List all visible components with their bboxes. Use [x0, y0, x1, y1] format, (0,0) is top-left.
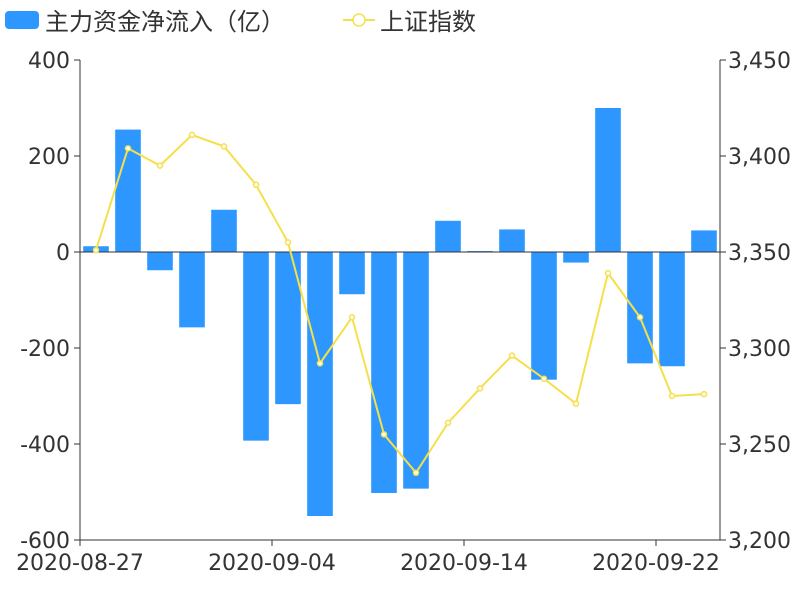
index-point: [604, 269, 612, 277]
index-point: [668, 392, 676, 400]
legend-bar-label: 主力资金净流入（亿）: [45, 8, 285, 36]
y-left-tick-label: 400: [28, 49, 70, 74]
y-right-tick-label: 3,400: [728, 145, 791, 170]
index-point: [636, 314, 644, 321]
y-left-tick-label: -400: [20, 433, 70, 458]
index-point: [476, 385, 484, 392]
y-left-tick-label: 0: [56, 241, 70, 266]
y-left-tick-label: 200: [28, 145, 70, 170]
bar: [371, 252, 397, 493]
legend: 主力资金净流入（亿） 上证指数: [5, 8, 476, 36]
y-left-tick-label: -600: [20, 529, 70, 554]
bar: [563, 252, 589, 263]
y-right-tick-label: 3,200: [728, 529, 791, 554]
x-tick-label: 2020-09-04: [208, 551, 336, 576]
index-point: [284, 239, 292, 246]
y-right-tick-label: 3,350: [728, 241, 791, 266]
x-tick-label: 2020-09-14: [400, 551, 528, 576]
index-point: [444, 419, 452, 427]
bar: [435, 220, 461, 252]
legend-line-label: 上证指数: [380, 8, 476, 36]
index-point: [412, 469, 420, 477]
bar: [339, 252, 365, 295]
bar: [627, 252, 653, 364]
bar: [659, 252, 685, 367]
index-point: [380, 431, 388, 438]
bar: [531, 252, 557, 380]
x-tick-label: 2020-09-22: [592, 551, 720, 576]
bar: [403, 252, 429, 489]
index-point: [124, 145, 132, 152]
bar: [595, 108, 621, 252]
index-point: [316, 360, 324, 367]
index-point: [348, 314, 356, 321]
index-point: [92, 246, 100, 254]
index-point: [508, 352, 516, 359]
index-point: [252, 181, 260, 189]
bar: [691, 230, 717, 252]
index-line: [95, 133, 705, 475]
index-point: [188, 131, 196, 139]
bar: [179, 252, 205, 328]
y-right-tick-label: 3,450: [728, 49, 791, 74]
bar: [211, 209, 237, 252]
bar: [147, 252, 173, 271]
legend-line-marker: [352, 13, 366, 27]
index-point: [540, 375, 548, 382]
legend-bar-swatch: [5, 11, 39, 29]
y-right-tick-label: 3,250: [728, 433, 791, 458]
index-point: [156, 162, 164, 169]
bar: [499, 229, 525, 252]
bar: [307, 252, 333, 516]
plot-area: 400 200 0 -200 -400 -600 3,450 3,400 3,350 3,300 3…: [16, 49, 791, 576]
y-right-tick-label: 3,300: [728, 337, 791, 362]
index-point: [700, 390, 708, 398]
bar: [243, 252, 269, 441]
x-tick-label: 2020-08-27: [16, 551, 144, 576]
y-left-tick-label: -200: [20, 337, 70, 362]
index-point: [220, 143, 228, 150]
index-point: [572, 400, 580, 407]
